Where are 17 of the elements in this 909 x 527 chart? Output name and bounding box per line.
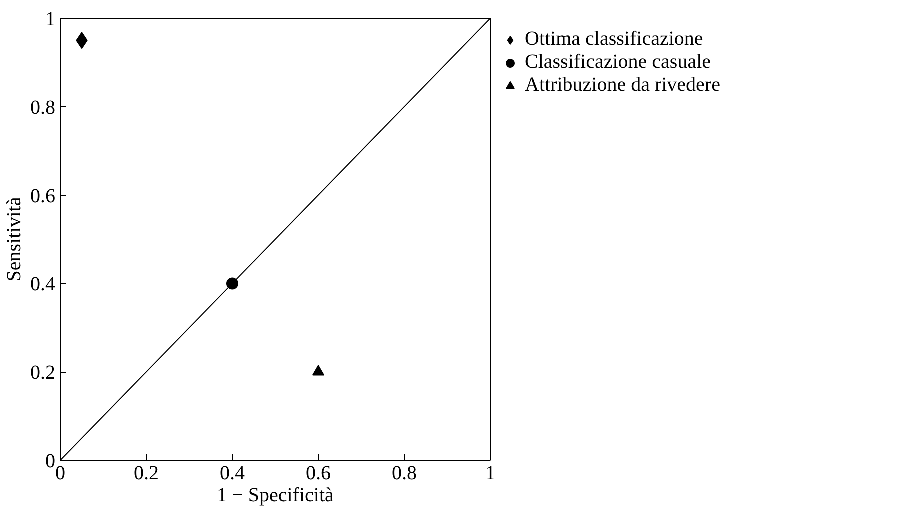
y-tick-label: 0.6 (30, 185, 56, 208)
x-tick-label: 0.4 (220, 462, 245, 484)
x-tick-label: 0.8 (392, 462, 417, 484)
point (312, 365, 324, 376)
y-tick-label: 0.4 (30, 274, 56, 296)
x-tick-label: 0.6 (306, 462, 331, 484)
x-axis-title: 1 − Specificità (217, 484, 334, 506)
legend-label: Attribuzione da rivedere (525, 74, 720, 97)
x-tick-label: 0.2 (134, 462, 159, 484)
point (226, 278, 238, 290)
legend-label: Ottima classificazione (525, 28, 704, 51)
y-tick-label: 1 (46, 8, 56, 30)
x-tick-label: 1 (486, 462, 496, 484)
y-tick-label: 0.2 (30, 362, 56, 384)
y-axis-title: Sensitività (4, 197, 26, 282)
legend-label: Classificazione casuale (525, 51, 712, 74)
y-tick-label: 0.8 (30, 96, 56, 119)
